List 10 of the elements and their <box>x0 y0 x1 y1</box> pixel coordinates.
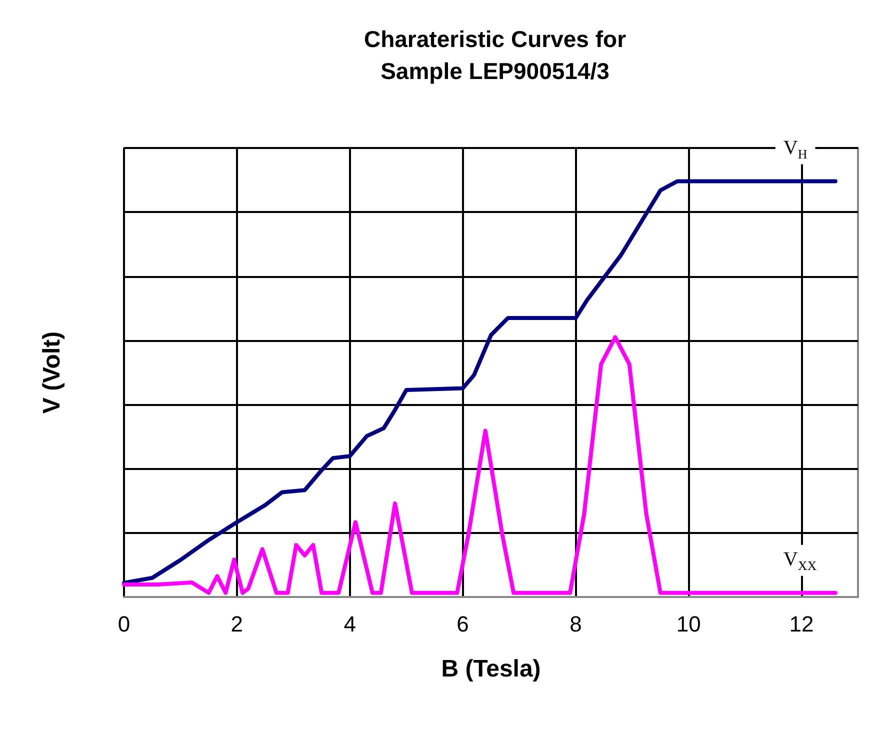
x-tick-label: 8 <box>570 612 582 636</box>
x-tick-label: 0 <box>118 612 130 636</box>
x-tick-label: 2 <box>230 612 244 636</box>
x-tick-label: 12 <box>789 612 814 636</box>
chart-title: Charateristic Curves for Sample LEP900514/3 <box>364 26 626 84</box>
x-tick-label: 6 <box>456 612 469 636</box>
x-axis-title: B (Tesla) <box>441 656 541 682</box>
y-axis-title: V (Volt) <box>38 331 66 414</box>
x-tick-label: 4 <box>344 612 356 636</box>
x-tick-label: 10 <box>676 612 701 636</box>
